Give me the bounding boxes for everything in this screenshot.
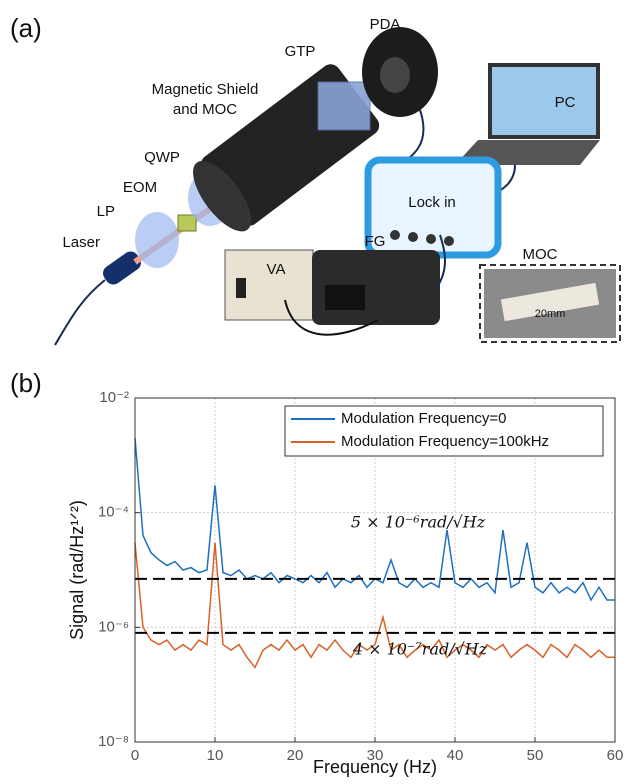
y-tick-label: 10⁻² (99, 389, 129, 406)
lp-label: LP (97, 203, 115, 220)
x-tick-label: 60 (607, 747, 624, 764)
gtp-label: GTP (285, 43, 316, 60)
qwp-label: QWP (144, 149, 180, 166)
y-tick-label: 10⁻⁸ (98, 733, 129, 750)
pc-screen (490, 65, 598, 137)
y-tick-label: 10⁻⁴ (98, 504, 129, 521)
fiber (55, 280, 105, 345)
lockin-label: Lock in (408, 194, 456, 211)
gtp-cube (318, 82, 370, 130)
x-tick-label: 10 (207, 747, 224, 764)
x-tick-label: 0 (131, 747, 139, 764)
laser-label: Laser (62, 234, 100, 251)
panel-label: (b) (10, 368, 42, 398)
y-tick-label: 10⁻⁶ (98, 618, 129, 635)
x-tick-label: 50 (527, 747, 544, 764)
moc-label: MOC (523, 246, 558, 263)
panel-label: (a) (10, 13, 42, 43)
laser (100, 248, 144, 287)
lp-optic (135, 212, 179, 268)
eom-label: EOM (123, 179, 157, 196)
x-tick-label: 40 (447, 747, 464, 764)
x-axis-label: Frequency (Hz) (313, 757, 437, 777)
pc-label: PC (555, 94, 576, 111)
legend-label: Modulation Frequency=100kHz (341, 433, 549, 450)
pda-label: PDA (370, 16, 401, 33)
annotation: 5 × 10⁻⁶rad/√Hz (351, 513, 486, 532)
x-tick-label: 20 (287, 747, 304, 764)
y-axis-label: Signal (rad/Hz¹ᐟ²) (67, 500, 87, 640)
legend-label: Modulation Frequency=0 (341, 410, 507, 427)
page: (a) Laser LP EOM QWP Magnetic Shield and… (0, 0, 630, 779)
pda-aperture (380, 57, 410, 93)
fg-label: FG (365, 233, 386, 250)
figure: (a) Laser LP EOM QWP Magnetic Shield and… (0, 0, 630, 779)
shield-label: and MOC (173, 101, 237, 118)
scale-label: 20mm (535, 308, 566, 320)
eom-optic (178, 215, 196, 231)
shield-label: Magnetic Shield (152, 81, 259, 98)
va-label: VA (267, 261, 286, 278)
annotation: 4 × 10⁻⁷rad/√Hz (352, 640, 488, 659)
